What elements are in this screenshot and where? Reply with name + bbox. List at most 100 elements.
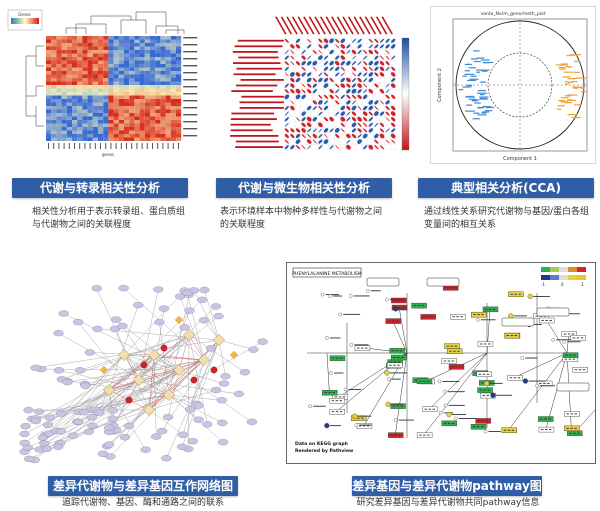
heatmap-cell — [87, 137, 93, 141]
heatmap-cell — [129, 106, 135, 110]
correlation-figure — [226, 8, 416, 156]
heatmap-cell — [176, 71, 182, 75]
heatmap-cell — [134, 46, 140, 50]
correlation-mark — [391, 94, 396, 99]
heatmap-cell — [103, 43, 109, 47]
correlation-mark — [295, 145, 301, 150]
heatmap-cell — [124, 71, 130, 75]
heatmap-cell — [51, 81, 57, 85]
heatmap-cell — [160, 137, 166, 141]
correlation-col-label — [375, 16, 388, 35]
correlation-mark — [363, 145, 368, 150]
correlation-mark — [301, 89, 306, 94]
heatmap-col-tick — [172, 143, 174, 149]
heatmap-cell — [98, 53, 104, 57]
correlation-mark — [346, 111, 351, 116]
network-node-gene — [62, 379, 73, 386]
heatmap-cell — [87, 71, 93, 75]
heatmap-cell — [170, 60, 176, 64]
heatmap-cell — [82, 57, 88, 61]
heatmap-row-tick — [183, 100, 198, 102]
correlation-mark — [323, 72, 329, 77]
correlation-mark — [284, 105, 289, 111]
heatmap-cell — [66, 123, 72, 127]
heatmap-cell — [129, 113, 135, 117]
heatmap-cell — [165, 130, 171, 134]
heatmap-cell — [118, 60, 124, 64]
heatmap-cell — [72, 127, 78, 131]
heatmap-cell — [82, 137, 88, 141]
heatmap-cell — [72, 137, 78, 141]
heatmap-cell — [155, 81, 161, 85]
heatmap-cell — [144, 71, 150, 75]
heatmap-col-tick — [63, 143, 65, 149]
correlation-mark — [301, 117, 306, 122]
heatmap-cell — [66, 60, 72, 64]
heatmap-cell — [51, 130, 57, 134]
correlation-mark — [290, 61, 295, 66]
correlation-mark — [379, 66, 385, 72]
correlation-col-label — [370, 16, 382, 35]
heatmap-cell — [118, 71, 124, 75]
heatmap-cell — [113, 134, 119, 138]
heatmap-cell — [72, 106, 78, 110]
heatmap-cell — [82, 106, 88, 110]
pathway-gene-label — [335, 357, 339, 359]
correlation-mark — [295, 128, 301, 133]
pathway-gene-label — [426, 380, 430, 382]
correlation-row-label — [240, 79, 288, 81]
heatmap-cell — [150, 64, 156, 68]
correlation-mark — [290, 145, 295, 150]
correlation-mark — [351, 88, 357, 94]
heatmap-cell — [103, 113, 109, 117]
heatmap-col-tick — [84, 143, 86, 149]
cca-point-label — [567, 78, 576, 80]
heatmap-cell — [139, 78, 145, 82]
heatmap-cell — [170, 130, 176, 134]
panel-desc-3: 通过线性关系研究代谢物与基因/蛋白各组变量间的相互关系 — [424, 207, 590, 230]
correlation-mark — [318, 72, 323, 77]
heatmap-cell — [92, 99, 98, 103]
heatmap-cell — [113, 50, 119, 54]
correlation-mark — [329, 66, 334, 71]
heatmap-cell — [56, 88, 62, 92]
heatmap-cell — [46, 64, 52, 68]
pathway-gene-label — [547, 382, 550, 384]
heatmap-cell — [155, 109, 161, 113]
pathway-compound-label — [488, 431, 501, 433]
heatmap-cell — [113, 78, 119, 82]
heatmap-cell — [124, 123, 130, 127]
heatmap-row-tick — [183, 51, 198, 53]
heatmap-cell — [92, 39, 98, 43]
heatmap-cell — [82, 116, 88, 120]
heatmap-cell — [98, 116, 104, 120]
correlation-cell — [339, 144, 346, 151]
heatmap-cell — [165, 78, 171, 82]
correlation-chart — [230, 16, 410, 151]
heatmap-cell — [103, 74, 109, 78]
correlation-cell — [384, 133, 391, 139]
correlation-mark — [301, 145, 306, 150]
pathway-gene-label — [479, 343, 483, 345]
pathway-gene-label — [445, 287, 448, 289]
correlation-mark — [340, 111, 346, 116]
heatmap-cell — [165, 137, 171, 141]
correlation-mark — [351, 83, 357, 88]
correlation-mark — [385, 128, 390, 133]
heatmap-cell — [165, 50, 171, 54]
correlation-mark — [340, 44, 346, 49]
pathway-gene-label — [486, 395, 490, 396]
pathway-gene-label — [391, 350, 395, 352]
heatmap-cell — [150, 127, 156, 131]
heatmap-cell — [170, 64, 176, 68]
heatmap-cell — [134, 50, 140, 54]
pathway-gene-label — [564, 358, 568, 360]
network-edge — [123, 354, 205, 361]
heatmap-cell — [176, 130, 182, 134]
correlation-mark — [318, 134, 323, 138]
pathway-gene-label — [514, 335, 518, 337]
heatmap-cell — [113, 81, 119, 85]
heatmap-cell — [139, 36, 145, 40]
heatmap-cell — [46, 92, 52, 96]
heatmap-cell — [150, 81, 156, 85]
